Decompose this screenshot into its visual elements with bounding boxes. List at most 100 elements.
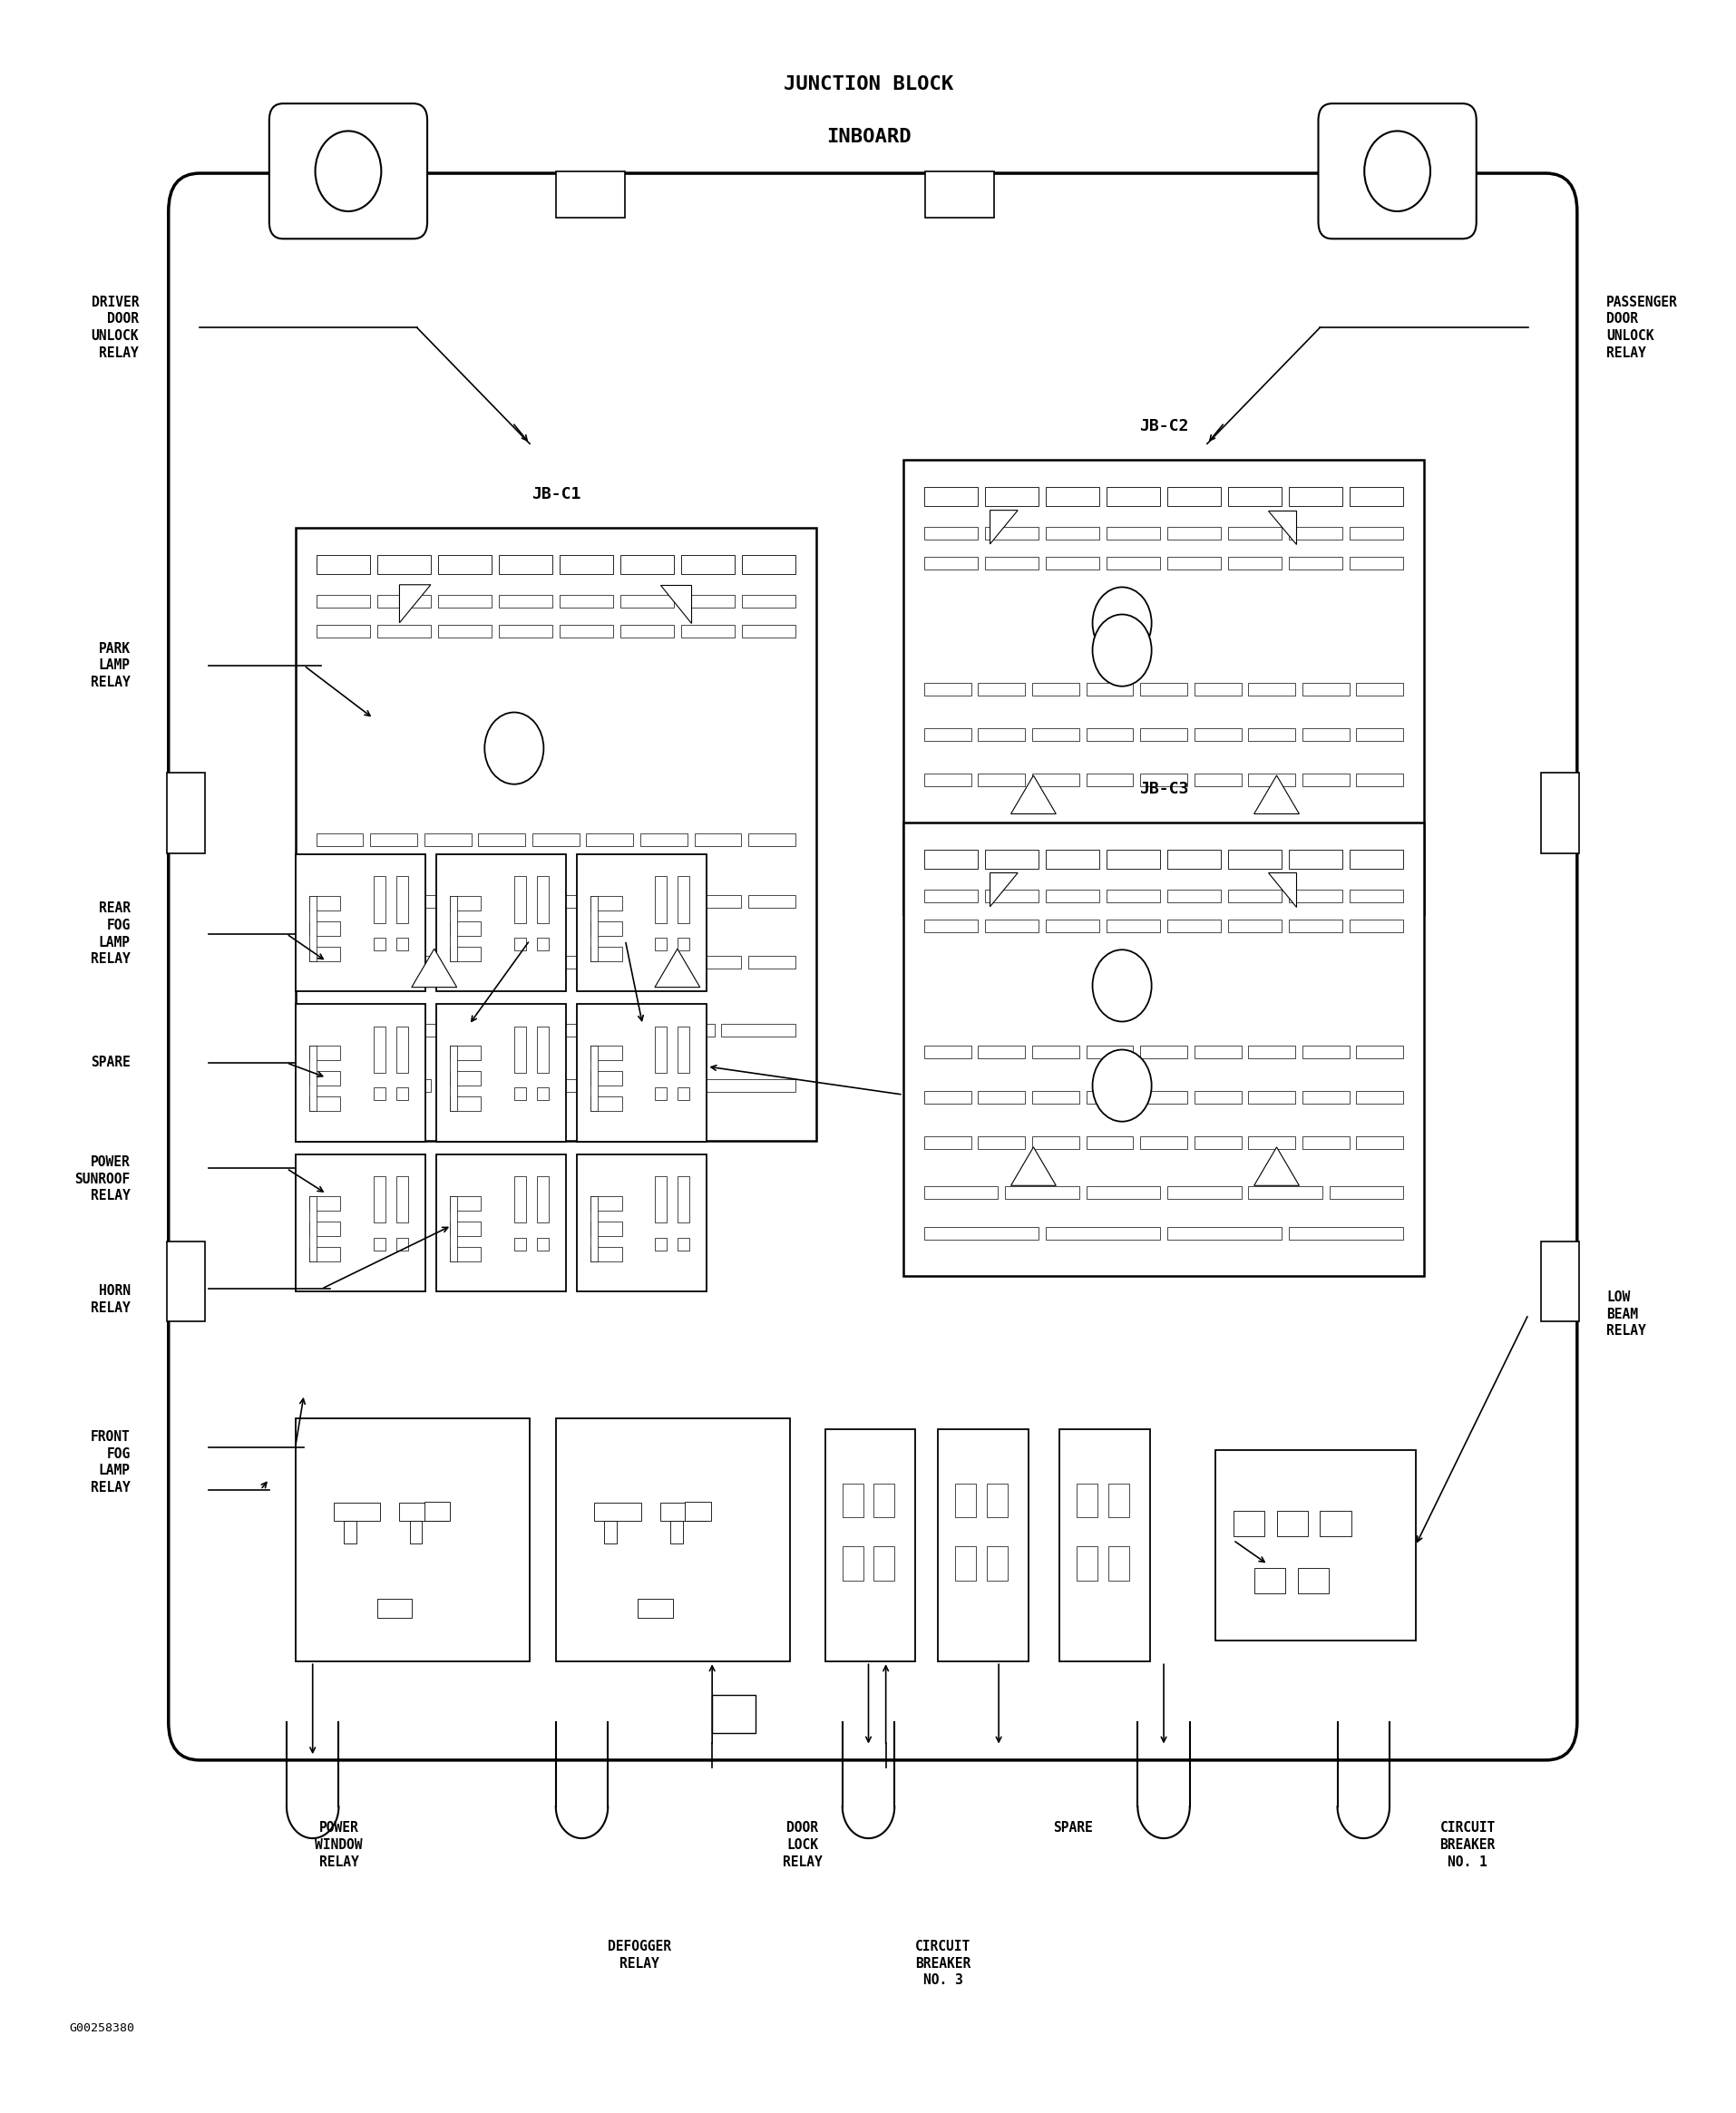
Bar [1167,526,1220,539]
Bar [977,729,1024,742]
Bar [1319,1511,1351,1536]
Bar [477,957,524,970]
Bar [977,1090,1024,1103]
Bar [1106,849,1160,868]
Bar [825,1428,915,1661]
Bar [641,957,687,970]
Bar [654,877,667,923]
Bar [1167,919,1220,932]
Bar [590,1196,597,1261]
Bar [924,556,977,568]
Bar [1302,1090,1349,1103]
Bar [986,1547,1007,1581]
Bar [681,1080,795,1092]
Bar [536,1027,549,1073]
Bar [1076,1483,1097,1517]
Text: CIRCUIT
BREAKER
NO. 1: CIRCUIT BREAKER NO. 1 [1439,1821,1495,1868]
Bar [1356,1090,1403,1103]
Bar [559,1023,634,1035]
Bar [377,596,431,609]
Bar [498,625,552,638]
Bar [1328,824,1403,837]
Circle shape [1092,587,1151,659]
Bar [955,1547,976,1581]
Bar [984,890,1038,902]
Bar [670,1521,682,1542]
Circle shape [1364,131,1430,211]
Bar [477,835,524,847]
Bar [559,625,613,638]
Bar [424,835,470,847]
Bar [450,1046,481,1061]
Bar [924,890,977,902]
Bar [437,625,491,638]
Bar [531,957,580,970]
Bar [925,171,995,218]
Bar [590,896,621,911]
Bar [1194,729,1241,742]
Bar [1227,556,1281,568]
Bar [576,854,707,991]
Text: SPARE: SPARE [90,1056,130,1069]
Bar [937,1428,1028,1661]
Bar [424,1502,450,1521]
Bar [1194,773,1241,786]
Polygon shape [1010,1147,1055,1185]
Bar [1106,486,1160,505]
Text: SPARE: SPARE [1054,1821,1092,1834]
Text: INBOARD: INBOARD [826,129,910,146]
Bar [1045,919,1099,932]
Bar [977,1137,1024,1149]
Polygon shape [654,949,700,987]
Bar [1031,773,1078,786]
Bar [1248,1188,1321,1200]
Bar [924,864,1038,877]
Bar [924,486,977,505]
Bar [1139,1090,1187,1103]
Text: DOOR
LOCK
RELAY: DOOR LOCK RELAY [783,1821,821,1868]
Bar [576,1004,707,1141]
Bar [309,1196,340,1211]
Bar [531,835,580,847]
Bar [1085,824,1160,837]
Bar [1349,849,1403,868]
Bar [1167,849,1220,868]
Polygon shape [1267,509,1295,543]
Bar [536,1238,549,1251]
Bar [514,1177,526,1223]
Bar [1031,1137,1078,1149]
Bar [977,773,1024,786]
Bar [1227,486,1281,505]
Bar [1227,890,1281,902]
Bar [309,921,340,936]
Bar [1356,729,1403,742]
Bar [424,957,470,970]
Bar [1076,1547,1097,1581]
Bar [1297,1568,1328,1593]
FancyBboxPatch shape [1318,104,1476,239]
Bar [1349,556,1403,568]
Bar [654,1238,667,1251]
Bar [370,835,417,847]
Bar [1215,1450,1415,1640]
Bar [1045,864,1160,877]
Bar [654,938,667,951]
Bar [556,171,625,218]
Bar [748,896,795,909]
Bar [498,596,552,609]
Text: JB-C2: JB-C2 [1139,418,1187,433]
Bar [316,1080,431,1092]
Bar [1085,773,1132,786]
Bar [536,1177,549,1223]
Bar [436,1154,566,1291]
Bar [1194,682,1241,695]
Bar [498,556,552,575]
Bar [514,1027,526,1073]
Bar [1045,556,1099,568]
Bar [295,528,816,1141]
Bar [677,938,689,951]
Bar [984,556,1038,568]
Bar [604,1521,616,1542]
Bar [654,1088,667,1101]
Bar [1045,890,1099,902]
